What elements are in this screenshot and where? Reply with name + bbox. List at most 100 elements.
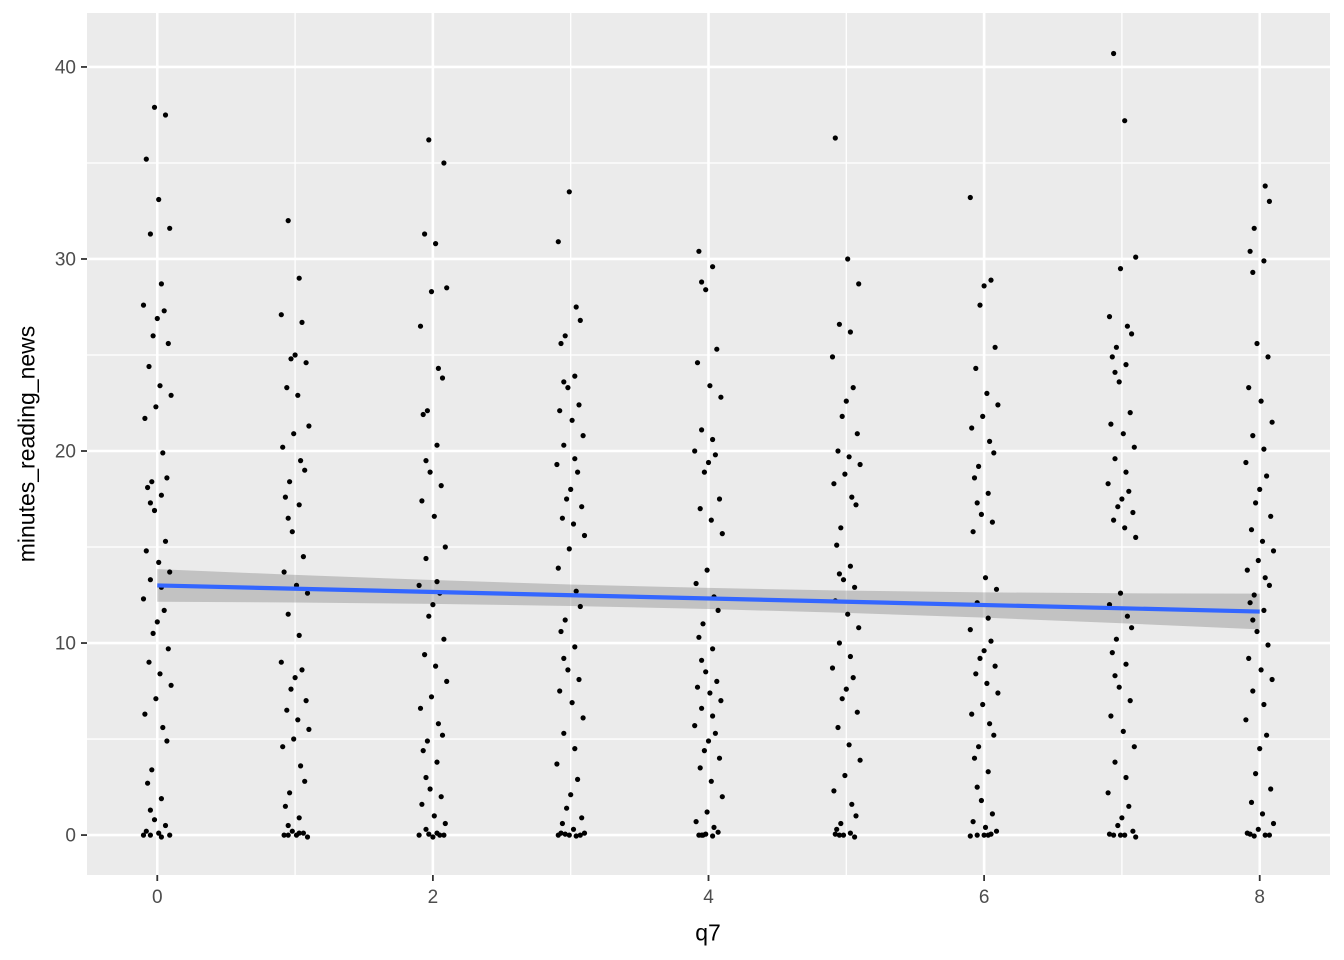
data-point: [1268, 513, 1274, 519]
regression-line: [157, 583, 1260, 614]
data-point: [693, 819, 699, 825]
data-point: [700, 621, 706, 627]
data-point: [1261, 446, 1267, 452]
data-point: [1255, 826, 1261, 832]
data-point: [151, 507, 158, 514]
data-point: [838, 525, 844, 531]
data-point: [573, 304, 579, 310]
data-point: [160, 724, 166, 731]
data-point: [573, 588, 579, 594]
data-point: [1264, 732, 1270, 738]
data-point: [435, 365, 441, 371]
data-point: [694, 684, 701, 690]
data-point: [1119, 815, 1125, 821]
data-point: [854, 431, 860, 437]
data-point: [1112, 759, 1118, 765]
data-point: [416, 832, 422, 838]
data-point: [426, 613, 432, 619]
data-point: [158, 834, 164, 840]
data-point: [281, 569, 287, 575]
data-point: [442, 544, 448, 550]
data-point: [978, 797, 985, 804]
data-point: [282, 494, 288, 500]
data-point: [304, 590, 311, 596]
data-point: [439, 375, 446, 381]
data-point: [142, 711, 148, 717]
data-point: [430, 602, 436, 608]
data-point: [1261, 258, 1267, 264]
data-point: [843, 398, 849, 404]
data-point: [1270, 548, 1277, 554]
data-point: [974, 784, 980, 790]
data-point: [836, 321, 843, 327]
data-point: [1105, 481, 1111, 487]
data-point: [1109, 354, 1115, 360]
data-point: [296, 632, 302, 639]
data-point: [1247, 600, 1253, 606]
data-point: [435, 721, 441, 727]
data-point: [566, 189, 572, 195]
data-point: [576, 676, 582, 683]
data-point: [852, 584, 858, 590]
data-point: [145, 484, 151, 491]
data-point: [989, 811, 996, 817]
data-point: [161, 607, 167, 614]
data-point: [714, 346, 720, 352]
data-point: [420, 411, 426, 418]
data-point: [1122, 832, 1128, 838]
data-point: [570, 826, 577, 832]
data-point: [565, 385, 571, 391]
data-point: [992, 663, 998, 669]
data-point: [856, 281, 862, 287]
data-point: [417, 323, 424, 329]
data-point: [423, 458, 429, 464]
data-point: [857, 757, 863, 763]
data-point: [1115, 822, 1121, 829]
data-point: [699, 832, 705, 838]
data-point: [575, 776, 581, 783]
data-point: [143, 548, 149, 554]
data-point: [554, 761, 560, 767]
data-point: [580, 715, 586, 721]
data-point: [969, 425, 975, 431]
data-point: [715, 607, 721, 614]
data-point: [296, 275, 302, 281]
data-point: [705, 738, 712, 744]
data-point: [977, 655, 983, 662]
data-point: [150, 333, 156, 339]
data-point: [834, 826, 840, 832]
data-point: [1250, 433, 1256, 439]
data-point: [696, 248, 702, 254]
data-point: [282, 803, 288, 809]
data-point: [160, 450, 166, 456]
data-point: [557, 408, 563, 414]
data-point: [143, 156, 149, 162]
data-point: [145, 780, 151, 786]
data-point: [1258, 398, 1264, 404]
data-point: [158, 796, 164, 802]
data-point: [291, 736, 297, 742]
data-point: [147, 231, 153, 237]
data-point: [572, 373, 578, 379]
data-point: [847, 563, 854, 569]
data-point: [569, 700, 575, 706]
data-point: [712, 730, 719, 736]
data-point: [988, 831, 994, 837]
data-point: [295, 392, 301, 398]
data-point: [692, 448, 698, 454]
data-point: [1129, 331, 1135, 337]
data-point: [977, 302, 983, 308]
data-point: [431, 513, 437, 519]
data-point: [564, 496, 570, 502]
data-point: [1247, 831, 1253, 837]
data-point: [562, 617, 568, 623]
data-point: [708, 778, 714, 784]
data-point: [564, 805, 570, 811]
y-tick-label: 10: [55, 634, 76, 655]
data-point: [974, 500, 980, 506]
data-point: [168, 682, 174, 688]
data-point: [555, 565, 561, 571]
data-point: [568, 486, 574, 492]
data-point: [699, 657, 705, 663]
data-point: [555, 239, 561, 245]
